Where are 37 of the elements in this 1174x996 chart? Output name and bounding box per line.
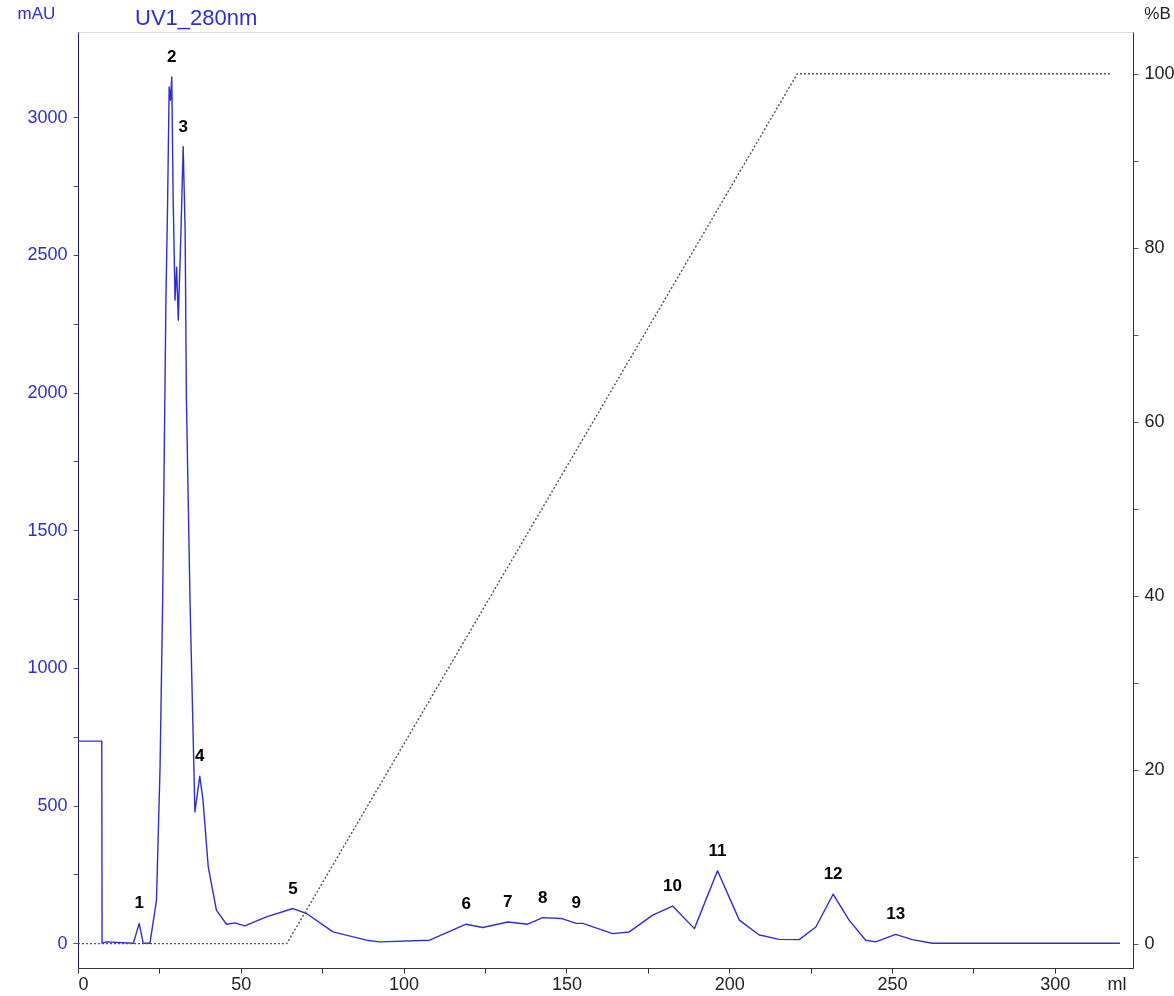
x-tick-label: 150 — [551, 973, 582, 994]
y2-tick-label: 60 — [1144, 411, 1165, 432]
y2-tick-label: 0 — [1144, 933, 1155, 954]
annotation: 3 — [178, 116, 188, 136]
y-axis-title: mAU — [17, 3, 56, 23]
y-tick-label: 2000 — [27, 382, 68, 403]
annotation: 2 — [167, 46, 177, 66]
y-tick-label: 0 — [57, 932, 68, 953]
annotation: 10 — [663, 876, 683, 896]
chart-title: UV1_280nm — [135, 5, 258, 30]
annotation: 11 — [708, 840, 727, 860]
y2-tick-label: 80 — [1144, 237, 1165, 258]
annotation: 7 — [503, 892, 513, 912]
x-tick-label: 100 — [389, 973, 420, 994]
x-tick-label: 200 — [714, 973, 745, 994]
annotation: 9 — [571, 893, 581, 913]
y2-tick-label: 100 — [1144, 63, 1174, 84]
x-tick-label: 300 — [1040, 973, 1071, 994]
y2-tick-label: 20 — [1144, 759, 1165, 780]
annotation: 1 — [134, 893, 144, 913]
y-tick-label: 3000 — [27, 106, 68, 127]
y-tick-label: 500 — [37, 795, 68, 816]
annotation: 12 — [823, 864, 843, 884]
annotation: 6 — [461, 894, 471, 914]
y-tick-label: 1000 — [27, 657, 68, 678]
y2-axis-title: %B — [1144, 3, 1171, 23]
y-tick-label: 2500 — [27, 244, 68, 265]
annotation: 5 — [288, 878, 298, 898]
y-tick-label: 1500 — [27, 519, 68, 540]
x-axis-title: ml — [1107, 973, 1127, 994]
x-tick-label: 250 — [877, 973, 908, 994]
annotation: 13 — [886, 904, 906, 924]
y2-tick-label: 40 — [1144, 585, 1165, 606]
x-tick-label: 50 — [231, 973, 252, 994]
annotation: 4 — [195, 746, 206, 766]
x-tick-label: 0 — [78, 973, 89, 994]
annotation: 8 — [537, 887, 548, 907]
